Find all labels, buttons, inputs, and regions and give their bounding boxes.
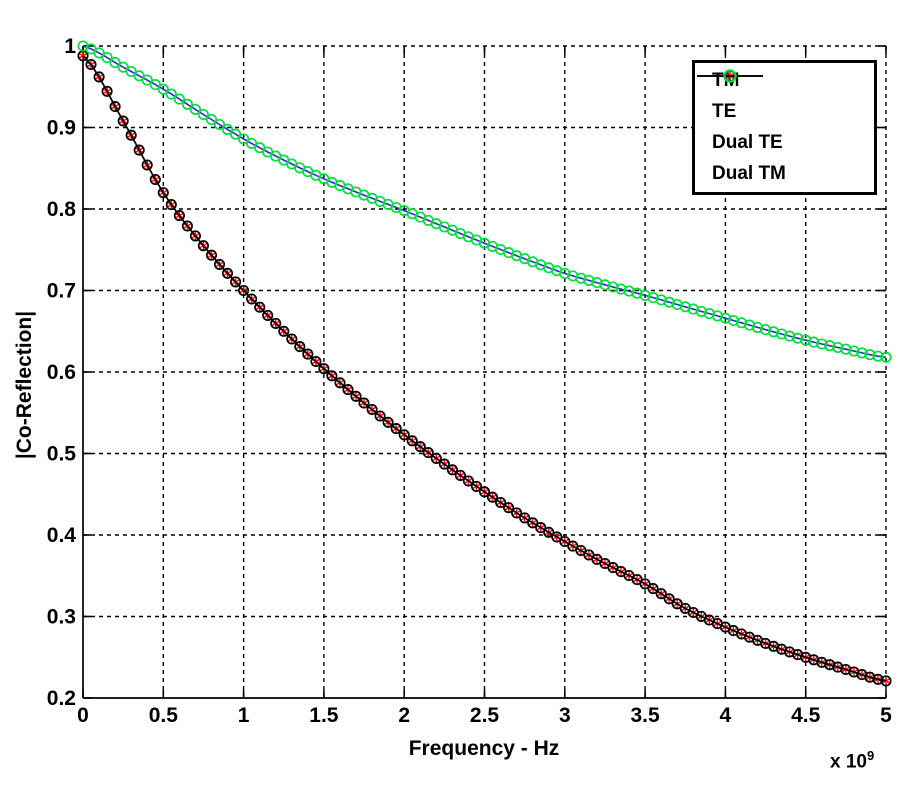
series-markers-dual-te (77, 50, 892, 687)
legend-item-te: TE (697, 70, 874, 127)
x-tick-label: 3.5 (630, 704, 660, 727)
legend-label-dual-tm: Dual TM (712, 162, 786, 184)
x-axis-multiplier-base: x 10 (830, 751, 867, 773)
y-tick-label: 0.9 (47, 117, 76, 140)
x-tick-label: 3 (559, 704, 571, 727)
x-tick-label: 4.5 (791, 704, 821, 727)
x-tick-label: 1 (238, 704, 250, 727)
series-markers-dual-tm (77, 40, 892, 363)
series-line-dual-te (82, 55, 887, 682)
legend: TM TE Dual TE Dual TM (692, 60, 877, 195)
x-axis-multiplier: x 109 (830, 748, 874, 773)
x-tick-label: 2 (398, 704, 410, 727)
y-tick-label: 0.4 (47, 524, 77, 547)
dual-tm-circle-sample-icon (723, 69, 737, 83)
x-tick-label: 1.5 (309, 704, 339, 727)
x-axis-label: Frequency - Hz (408, 737, 560, 760)
y-tick-label: 0.3 (47, 606, 76, 629)
y-tick-label: 0.5 (47, 443, 77, 466)
legend-label-dual-te: Dual TE (712, 131, 783, 153)
y-axis-label: |Co-Reflection| (13, 310, 36, 460)
x-tick-label: 0.5 (149, 704, 179, 727)
x-tick-label: 5 (880, 704, 892, 727)
legend-item-dual-tm: Dual TM (704, 69, 874, 189)
x-tick-label: 2.5 (470, 704, 500, 727)
y-tick-label: 0.7 (47, 280, 76, 303)
x-axis-multiplier-exponent: 9 (866, 748, 875, 763)
x-tick-label: 0 (77, 704, 89, 727)
legend-item-dual-te: Dual TE (697, 69, 874, 158)
y-tick-label: 0.6 (47, 361, 76, 384)
y-tick-label: 0.2 (47, 687, 76, 710)
legend-label-te: TE (712, 101, 737, 123)
y-tick-label: 1 (64, 35, 76, 58)
x-tick-label: 4 (720, 704, 732, 727)
y-tick-label: 0.8 (47, 198, 77, 221)
